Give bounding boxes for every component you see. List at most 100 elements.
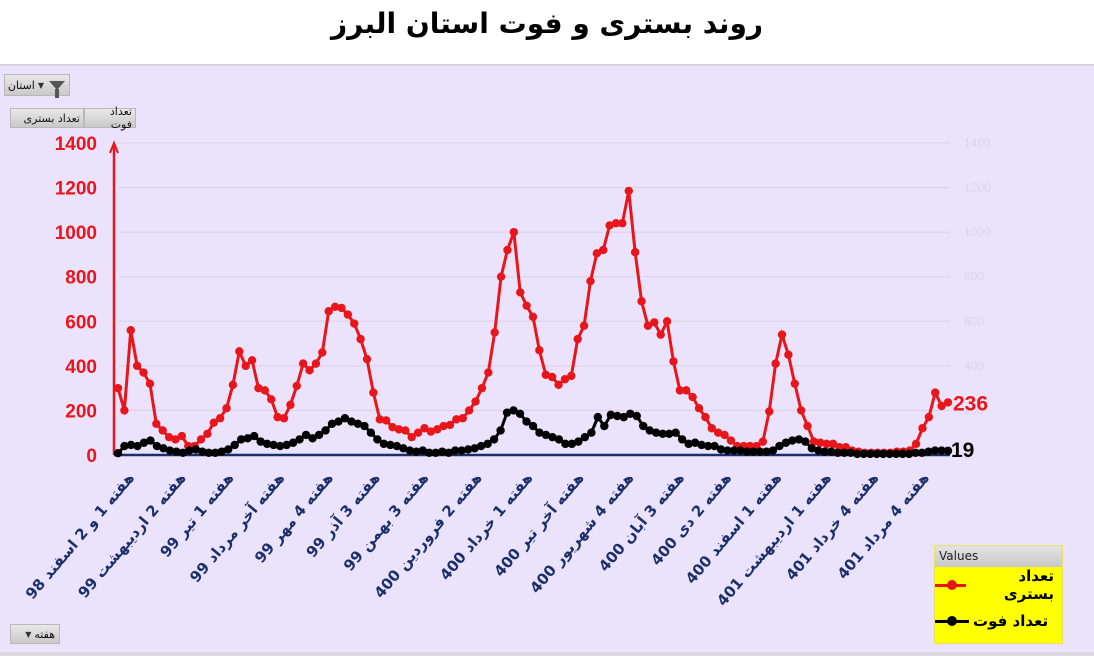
hospitalized-point[interactable]	[388, 422, 397, 432]
hospitalized-point[interactable]	[707, 424, 716, 433]
hospitalized-point[interactable]	[535, 346, 544, 355]
hospitalized-point[interactable]	[445, 420, 455, 430]
deaths-point[interactable]	[522, 417, 531, 426]
hospitalized-point[interactable]	[796, 406, 806, 415]
hospitalized-point[interactable]	[420, 424, 429, 433]
deaths-point[interactable]	[450, 446, 460, 455]
deaths-point[interactable]	[639, 421, 648, 431]
hospitalized-point[interactable]	[177, 431, 187, 441]
week-axis-field-button[interactable]: هفته ▼	[10, 624, 60, 644]
hospitalized-point[interactable]	[528, 312, 538, 322]
deaths-point[interactable]	[917, 448, 927, 457]
hospitalized-point[interactable]	[911, 439, 921, 449]
hospitalized-point[interactable]	[152, 419, 161, 428]
hospitalized-point[interactable]	[458, 414, 467, 423]
deaths-point[interactable]	[833, 448, 842, 457]
deaths-point[interactable]	[898, 449, 907, 459]
deaths-point[interactable]	[509, 406, 518, 415]
hospitalized-point[interactable]	[267, 395, 276, 404]
hospitalized-point[interactable]	[132, 361, 142, 371]
hospitalized-point[interactable]	[688, 392, 697, 402]
deaths-point[interactable]	[755, 447, 765, 456]
deaths-point[interactable]	[392, 441, 402, 451]
hospitalized-point[interactable]	[381, 416, 391, 425]
legend-item-hospitalized[interactable]: تعداد بستری	[935, 567, 1062, 603]
deaths-point[interactable]	[697, 440, 706, 450]
hospitalized-point[interactable]	[484, 368, 493, 377]
deaths-point[interactable]	[301, 430, 311, 440]
deaths-point[interactable]	[535, 428, 544, 437]
hospitalized-point[interactable]	[554, 380, 563, 389]
deaths-point[interactable]	[664, 429, 674, 439]
hospitalized-point[interactable]	[254, 383, 263, 393]
deaths-point[interactable]	[230, 440, 239, 450]
deaths-point[interactable]	[483, 439, 492, 449]
hospitalized-point[interactable]	[311, 359, 321, 368]
hospitalized-point[interactable]	[235, 347, 244, 356]
hospitalized-point[interactable]	[350, 319, 359, 328]
deaths-point[interactable]	[159, 444, 168, 453]
hospitalized-point[interactable]	[592, 249, 602, 258]
series-field-hospitalized-button[interactable]: تعداد بستری	[10, 108, 84, 128]
deaths-point[interactable]	[515, 409, 525, 418]
hospitalized-point[interactable]	[241, 361, 250, 371]
deaths-point[interactable]	[904, 449, 914, 459]
deaths-point[interactable]	[729, 446, 739, 455]
deaths-point[interactable]	[891, 449, 901, 459]
deaths-point[interactable]	[224, 445, 233, 454]
hospitalized-point[interactable]	[567, 371, 576, 381]
deaths-point[interactable]	[749, 447, 758, 456]
deaths-point[interactable]	[723, 446, 732, 455]
deaths-point[interactable]	[198, 447, 207, 456]
hospitalized-point[interactable]	[605, 221, 614, 230]
deaths-point[interactable]	[606, 410, 616, 420]
hospitalized-point[interactable]	[765, 407, 774, 416]
deaths-point[interactable]	[768, 446, 778, 455]
hospitalized-point[interactable]	[924, 412, 934, 422]
legend-item-deaths[interactable]: تعداد فوت	[935, 603, 1062, 639]
series-field-deaths-button[interactable]: تعداد فوت	[84, 105, 136, 131]
deaths-point[interactable]	[924, 447, 933, 456]
hospitalized-point[interactable]	[547, 372, 557, 382]
deaths-point[interactable]	[256, 437, 265, 446]
deaths-point[interactable]	[243, 434, 252, 443]
hospitalized-point[interactable]	[433, 425, 442, 434]
deaths-point[interactable]	[340, 414, 350, 423]
hospitalized-point[interactable]	[937, 401, 946, 411]
deaths-point[interactable]	[379, 439, 389, 449]
deaths-point[interactable]	[794, 435, 804, 444]
deaths-point[interactable]	[457, 446, 466, 455]
hospitalized-point[interactable]	[822, 439, 831, 449]
hospitalized-point[interactable]	[516, 288, 525, 297]
hospitalized-point[interactable]	[809, 437, 819, 446]
deaths-point[interactable]	[626, 409, 635, 418]
deaths-point[interactable]	[191, 445, 201, 454]
hospitalized-point[interactable]	[618, 219, 627, 228]
hospitalized-point[interactable]	[145, 379, 155, 388]
deaths-point[interactable]	[269, 440, 278, 450]
deaths-point[interactable]	[288, 438, 298, 447]
hospitalized-point[interactable]	[356, 334, 365, 344]
deaths-point[interactable]	[327, 419, 337, 428]
hospitalized-point[interactable]	[477, 383, 487, 393]
deaths-point[interactable]	[645, 426, 654, 435]
deaths-point[interactable]	[840, 448, 849, 457]
hospitalized-point[interactable]	[713, 428, 723, 437]
hospitalized-point[interactable]	[286, 400, 295, 410]
hospitalized-point[interactable]	[496, 272, 506, 281]
deaths-point[interactable]	[548, 432, 557, 442]
hospitalized-point[interactable]	[637, 297, 646, 306]
deaths-point[interactable]	[930, 446, 940, 455]
deaths-point[interactable]	[405, 446, 414, 455]
deaths-point[interactable]	[853, 449, 862, 459]
deaths-point[interactable]	[846, 448, 855, 457]
deaths-point[interactable]	[541, 430, 551, 440]
deaths-point[interactable]	[567, 439, 577, 449]
deaths-point[interactable]	[418, 446, 427, 455]
deaths-point[interactable]	[321, 426, 330, 435]
deaths-point[interactable]	[574, 437, 583, 446]
hospitalized-point[interactable]	[726, 436, 736, 445]
deaths-point[interactable]	[528, 421, 538, 431]
hospitalized-point[interactable]	[803, 421, 812, 431]
deaths-point[interactable]	[820, 447, 829, 456]
